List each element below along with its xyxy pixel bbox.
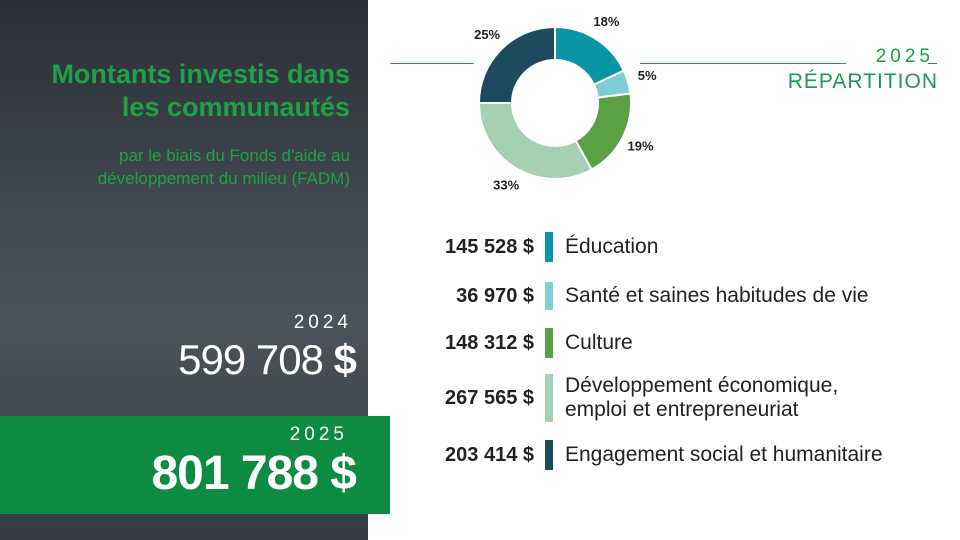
header-dash: [928, 63, 937, 64]
current-year: 2025: [289, 424, 348, 445]
legend-color-bar: [545, 374, 553, 422]
legend-color-bar: [545, 282, 553, 310]
legend-row: 203 414 $ Engagement social et humanitair…: [410, 440, 883, 470]
current-total-band: 2025 801 788 $: [0, 416, 390, 514]
title-line-1: Montants investis dans: [51, 59, 350, 89]
legend-label: Santé et saines habitudes de vie: [565, 284, 869, 308]
subtitle-line-1: par le biais du Fonds d'aide au: [118, 146, 350, 165]
legend-row: 145 528 $ Éducation: [410, 232, 658, 262]
slice-label: 5%: [638, 68, 657, 83]
legend-label-line: Engagement social et humanitaire: [565, 443, 883, 466]
legend-amount: 145 528 $: [445, 235, 534, 258]
legend-color-bar: [545, 328, 553, 358]
slice-label: 18%: [593, 14, 619, 29]
donut-slice: [477, 25, 556, 104]
page-subtitle: par le biais du Fonds d'aide au développ…: [10, 144, 350, 190]
legend-row: 148 312 $ Culture: [410, 328, 633, 358]
donut-slice: [477, 102, 593, 180]
header-label: RÉPARTITION: [787, 70, 938, 93]
header-year: 2025: [875, 46, 934, 67]
donut-chart: 18% 5% 19% 33% 25%: [474, 14, 657, 193]
legend-color-bar: [545, 440, 553, 470]
legend-amount: 267 565 $: [445, 386, 534, 409]
legend-label-line: Culture: [565, 331, 633, 354]
header-rule-right: [640, 63, 846, 64]
subtitle-line-2: développement du milieu (FADM): [97, 169, 350, 188]
legend-row: 36 970 $ Santé et saines habitudes de vie: [410, 282, 869, 310]
legend-amount: 148 312 $: [445, 331, 534, 354]
previous-year: 2024: [293, 312, 352, 333]
previous-amount: 599 708 $: [178, 336, 357, 384]
legend-row: 267 565 $ Développement économique, emploi…: [410, 374, 838, 422]
previous-amount-value: 599 708: [178, 336, 324, 383]
legend-label: Développement économique, emploi et entre…: [565, 374, 838, 422]
legend-label-line: emploi et entrepreneuriat: [565, 398, 799, 421]
previous-amount-currency: $: [333, 336, 357, 383]
title-line-2: les communautés: [121, 92, 350, 122]
legend-label-line: Santé et saines habitudes de vie: [565, 284, 869, 307]
header-rule-left: [390, 63, 474, 64]
page-title: Montants investis dans les communautés: [10, 58, 350, 124]
slice-label: 33%: [493, 178, 519, 193]
legend-label: Engagement social et humanitaire: [565, 443, 883, 467]
slice-label: 19%: [628, 139, 654, 154]
slice-label: 25%: [474, 27, 500, 42]
legend-amount: 203 414 $: [445, 443, 534, 466]
legend-amount: 36 970 $: [456, 284, 534, 307]
current-amount: 801 788 $: [151, 447, 357, 500]
legend-label: Culture: [565, 331, 633, 355]
legend-label-line: Éducation: [565, 235, 659, 258]
legend-label: Éducation: [565, 235, 658, 259]
legend-color-bar: [545, 232, 553, 262]
legend-label-line: Développement économique,: [565, 374, 839, 397]
